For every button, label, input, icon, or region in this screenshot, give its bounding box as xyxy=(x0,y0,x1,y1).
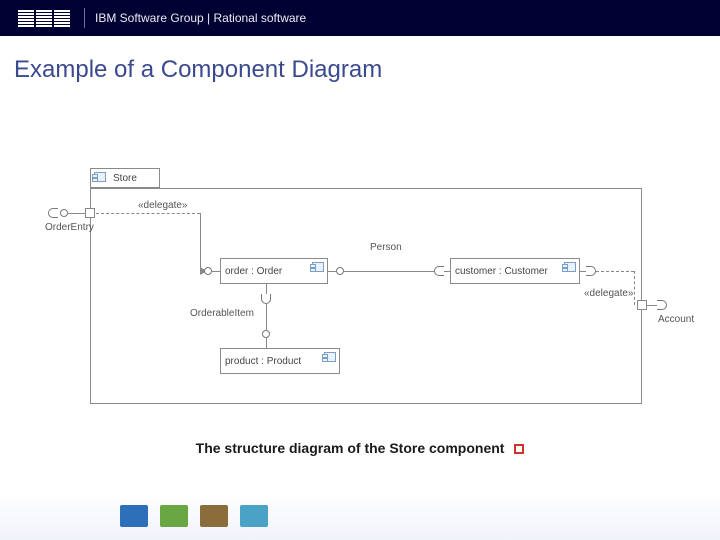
lollipop-icon xyxy=(204,267,212,275)
footer xyxy=(0,492,720,540)
connector xyxy=(266,304,267,330)
label-account: Account xyxy=(658,314,694,325)
socket-icon xyxy=(48,208,58,218)
bullet-icon xyxy=(514,444,524,454)
component-diagram: Store OrderEntry «delegate» order : Orde… xyxy=(90,168,645,404)
footer-badge xyxy=(240,505,268,527)
order-label: order : Order xyxy=(225,266,282,277)
component-icon xyxy=(564,262,576,272)
slide: { "header": { "text": "IBM Software Grou… xyxy=(0,0,720,540)
socket-icon xyxy=(434,266,444,276)
component-icon xyxy=(94,172,106,182)
label-delegate2: «delegate» xyxy=(584,288,634,299)
connector xyxy=(328,271,336,272)
caption: The structure diagram of the Store compo… xyxy=(0,440,720,456)
store-tab: Store xyxy=(90,168,160,188)
customer-label: customer : Customer xyxy=(455,266,548,277)
footer-badge xyxy=(160,505,188,527)
component-icon xyxy=(312,262,324,272)
connector xyxy=(344,271,434,272)
lollipop-icon xyxy=(262,330,270,338)
ibm-logo xyxy=(18,10,70,27)
connector xyxy=(634,271,635,305)
footer-badge xyxy=(120,505,148,527)
connector xyxy=(200,213,201,271)
page-title: Example of a Component Diagram xyxy=(14,56,382,84)
component-icon xyxy=(324,352,336,362)
label-orderableitem: OrderableItem xyxy=(190,308,254,319)
port-left xyxy=(85,208,95,218)
connector xyxy=(266,338,267,348)
order-node: order : Order xyxy=(220,258,328,284)
connector xyxy=(266,284,267,294)
label-delegate: «delegate» xyxy=(138,200,188,211)
port-right xyxy=(637,300,647,310)
socket-icon xyxy=(586,266,596,276)
store-label: Store xyxy=(113,173,137,184)
socket-icon xyxy=(657,300,667,310)
customer-node: customer : Customer xyxy=(450,258,580,284)
connector xyxy=(68,213,85,214)
label-orderentry: OrderEntry xyxy=(45,222,94,233)
delegate-connector xyxy=(596,271,634,272)
header-text: IBM Software Group | Rational software xyxy=(95,11,306,25)
caption-text: The structure diagram of the Store compo… xyxy=(196,440,505,456)
lollipop-icon xyxy=(60,209,68,217)
header-divider xyxy=(84,8,85,28)
store-body xyxy=(90,188,642,404)
socket-icon xyxy=(261,294,271,304)
header-bar: IBM Software Group | Rational software xyxy=(0,0,720,36)
delegate-connector xyxy=(96,213,200,214)
product-label: product : Product xyxy=(225,356,301,367)
footer-badge xyxy=(200,505,228,527)
connector xyxy=(212,271,220,272)
product-node: product : Product xyxy=(220,348,340,374)
label-person: Person xyxy=(370,242,402,253)
connector xyxy=(647,305,657,306)
lollipop-icon xyxy=(336,267,344,275)
